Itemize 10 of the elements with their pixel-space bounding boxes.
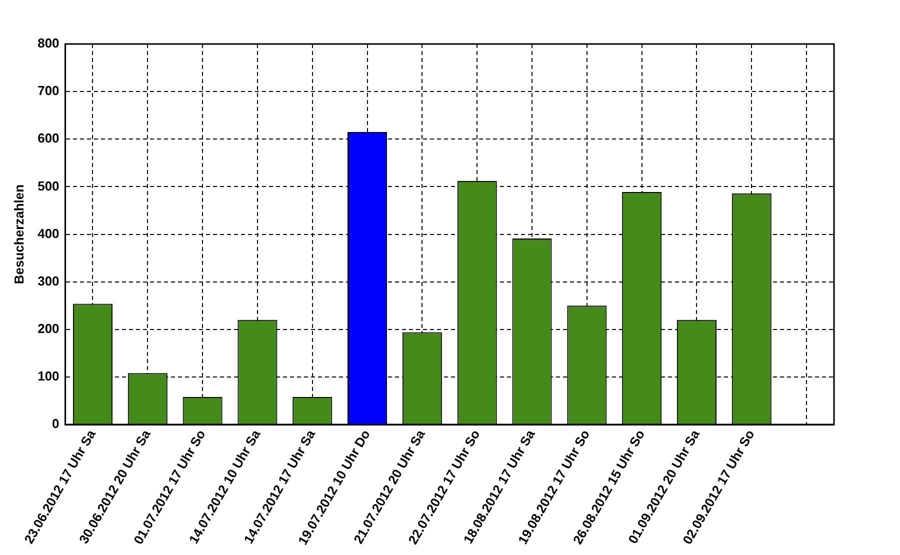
y-tick-label: 200 — [38, 320, 60, 336]
y-tick-label: 400 — [38, 226, 60, 241]
y-tick-label: 100 — [38, 368, 60, 384]
y-tick-label: 700 — [38, 83, 60, 98]
y-tick-label: 800 — [38, 36, 60, 51]
y-tick-label: 300 — [38, 273, 60, 288]
y-axis-title: Besucherzahlen — [11, 184, 26, 284]
y-tick-label: 500 — [38, 178, 60, 194]
y-tick-label: 600 — [38, 130, 60, 146]
y-tick-label: 0 — [52, 416, 60, 432]
